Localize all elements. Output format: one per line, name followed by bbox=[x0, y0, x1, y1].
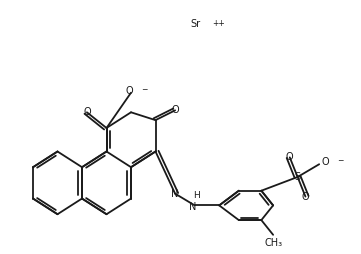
Text: ++: ++ bbox=[212, 19, 225, 28]
Text: N: N bbox=[189, 202, 196, 212]
Text: O: O bbox=[302, 192, 309, 202]
Text: H: H bbox=[193, 192, 200, 200]
Text: CH₃: CH₃ bbox=[264, 238, 282, 248]
Text: S: S bbox=[295, 172, 301, 182]
Text: O: O bbox=[321, 157, 329, 167]
Text: −: − bbox=[337, 156, 343, 165]
Text: O: O bbox=[171, 105, 179, 115]
Text: O: O bbox=[125, 86, 133, 96]
Text: O: O bbox=[286, 152, 293, 162]
Text: −: − bbox=[141, 85, 147, 94]
Text: N: N bbox=[171, 189, 179, 199]
Text: Sr: Sr bbox=[191, 19, 201, 29]
Text: O: O bbox=[83, 107, 91, 117]
